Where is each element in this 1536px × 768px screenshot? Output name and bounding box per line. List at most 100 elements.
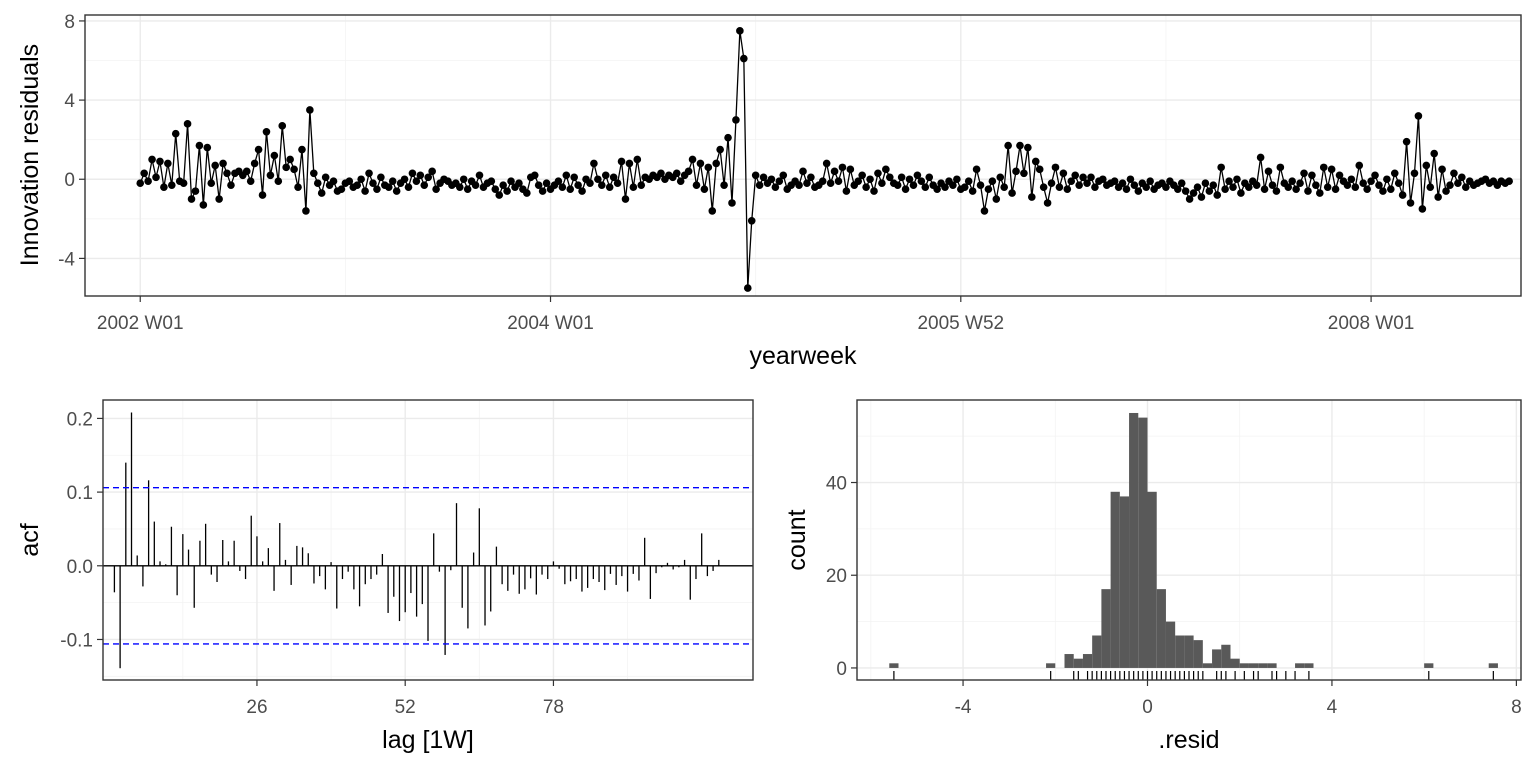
residual-point	[846, 165, 855, 174]
residual-point	[637, 181, 646, 189]
residual-point	[412, 177, 421, 186]
residual-point	[1312, 181, 1320, 189]
residual-point	[1020, 169, 1028, 178]
residual-point	[803, 179, 811, 188]
residual-point	[1217, 163, 1225, 172]
residual-point	[459, 175, 468, 184]
x-tick-label: 2004 W01	[507, 313, 594, 334]
y-tick-label: 20	[826, 566, 847, 587]
residual-point	[838, 163, 847, 172]
residual-point	[365, 169, 373, 178]
residual-point	[633, 155, 642, 164]
residual-point	[767, 175, 776, 184]
residual-point	[901, 185, 910, 193]
residual-point	[897, 173, 906, 182]
residual-point	[1162, 183, 1170, 191]
residual-point	[1110, 177, 1119, 186]
residual-point	[1075, 181, 1083, 189]
histogram-panel-border	[856, 399, 1522, 681]
residual-point	[491, 185, 500, 193]
residual-point	[152, 173, 160, 182]
acf-panel-border	[102, 399, 754, 681]
x-tick-label: 2005 W52	[917, 313, 1004, 334]
residual-point	[179, 179, 188, 188]
residual-point	[1355, 161, 1364, 170]
residual-point	[1505, 177, 1513, 186]
residual-point	[779, 171, 788, 180]
residual-point	[534, 181, 543, 189]
residual-point	[893, 181, 902, 189]
residual-point	[818, 177, 827, 186]
residual-point	[1193, 183, 1202, 191]
residual-point	[775, 177, 784, 186]
residual-point	[1173, 185, 1182, 193]
residual-point	[1177, 179, 1186, 188]
residual-point	[400, 175, 409, 184]
residual-point	[1304, 187, 1312, 195]
residual-point	[246, 177, 255, 186]
histogram-bar	[1202, 663, 1213, 668]
residual-point	[972, 165, 981, 174]
residual-point	[1256, 153, 1265, 162]
residual-point	[207, 179, 216, 188]
x-tick-label: 52	[395, 697, 416, 718]
residual-point	[992, 195, 1001, 203]
residual-point	[1221, 185, 1229, 193]
histogram-bar	[1046, 663, 1056, 668]
residual-point	[984, 185, 993, 193]
residual-point	[905, 175, 914, 184]
residuals-x-axis-title: yearweek	[750, 342, 857, 370]
residual-point	[1414, 112, 1423, 120]
residual-point	[530, 171, 539, 180]
residual-point	[1189, 189, 1198, 197]
residual-point	[740, 54, 748, 63]
residual-point	[996, 173, 1005, 182]
residual-point	[187, 195, 196, 203]
residual-point	[1327, 165, 1336, 174]
residual-point	[1134, 187, 1143, 195]
residual-point	[266, 171, 275, 180]
residual-point	[570, 173, 578, 182]
residual-point	[601, 171, 610, 180]
residual-point	[432, 185, 440, 193]
residual-point	[1118, 179, 1127, 188]
residual-point	[227, 181, 235, 189]
residual-point	[980, 207, 989, 215]
residual-point	[1035, 165, 1044, 174]
residual-point	[732, 116, 740, 124]
residual-point	[751, 171, 760, 180]
histogram-bar	[1230, 658, 1240, 668]
x-tick-label: 8	[1511, 697, 1522, 718]
residual-point	[171, 129, 180, 138]
residual-point	[1039, 183, 1048, 191]
residual-point	[720, 181, 728, 189]
residual-point	[1454, 179, 1462, 188]
residual-point	[313, 179, 322, 188]
residual-point	[554, 177, 563, 186]
residual-point	[1394, 179, 1403, 188]
y-tick-label: 8	[64, 12, 75, 33]
residual-point	[736, 27, 744, 35]
residual-point	[708, 207, 717, 215]
residual-point	[842, 187, 851, 195]
residual-point	[1268, 181, 1277, 189]
residual-point	[578, 187, 586, 195]
residual-point	[215, 195, 223, 203]
residual-point	[1201, 179, 1210, 188]
residual-point	[941, 183, 949, 191]
residuals-y-axis-title: Innovation residuals	[16, 44, 44, 266]
residual-point	[1043, 199, 1052, 207]
residual-point	[357, 175, 365, 184]
residual-point	[1292, 185, 1300, 193]
y-tick-label: 0.0	[67, 557, 93, 578]
histogram-bar	[889, 663, 899, 668]
residual-point	[424, 173, 433, 182]
residual-point	[274, 177, 283, 186]
residual-point	[199, 201, 208, 209]
residual-point	[317, 189, 326, 197]
residual-point	[866, 175, 874, 184]
residual-point	[1351, 183, 1360, 191]
residual-point	[1442, 187, 1450, 195]
residual-point	[167, 181, 176, 189]
residual-point	[613, 179, 622, 188]
